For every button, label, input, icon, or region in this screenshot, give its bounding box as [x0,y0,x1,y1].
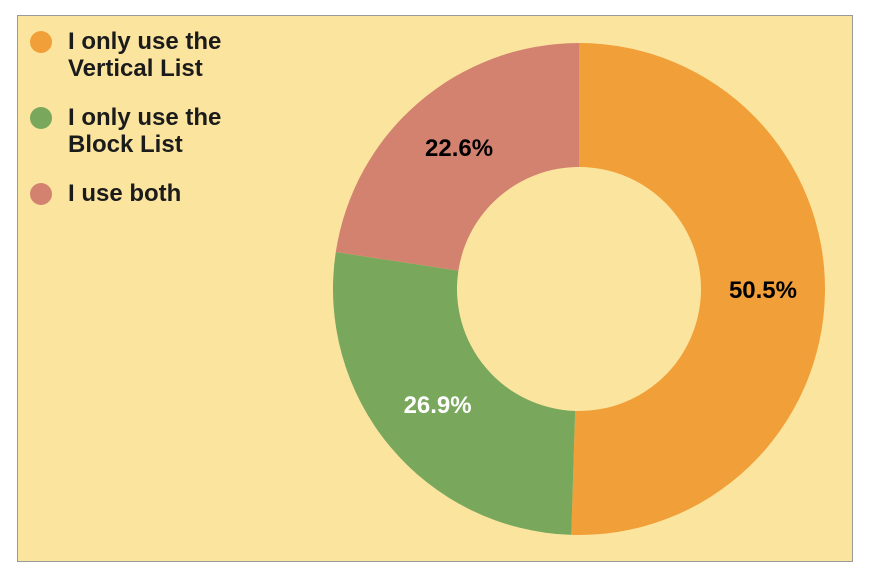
legend-item: I only use the Vertical List [30,28,268,82]
legend-swatch [30,183,52,205]
legend-item: I use both [30,180,268,207]
donut-slice [332,252,576,535]
legend-label: I only use the Block List [68,104,222,158]
slice-label: 26.9% [404,392,472,419]
donut-slice [335,42,579,271]
legend-label: I only use the Vertical List [68,28,222,82]
donut-slice [571,43,825,535]
slice-label: 50.5% [729,277,797,304]
slice-label: 22.6% [425,135,493,162]
legend-item: I only use the Block List [30,104,268,158]
legend: I only use the Vertical List I only use t… [30,28,268,229]
legend-swatch [30,107,52,129]
legend-label: I use both [68,180,182,207]
legend-swatch [30,31,52,53]
